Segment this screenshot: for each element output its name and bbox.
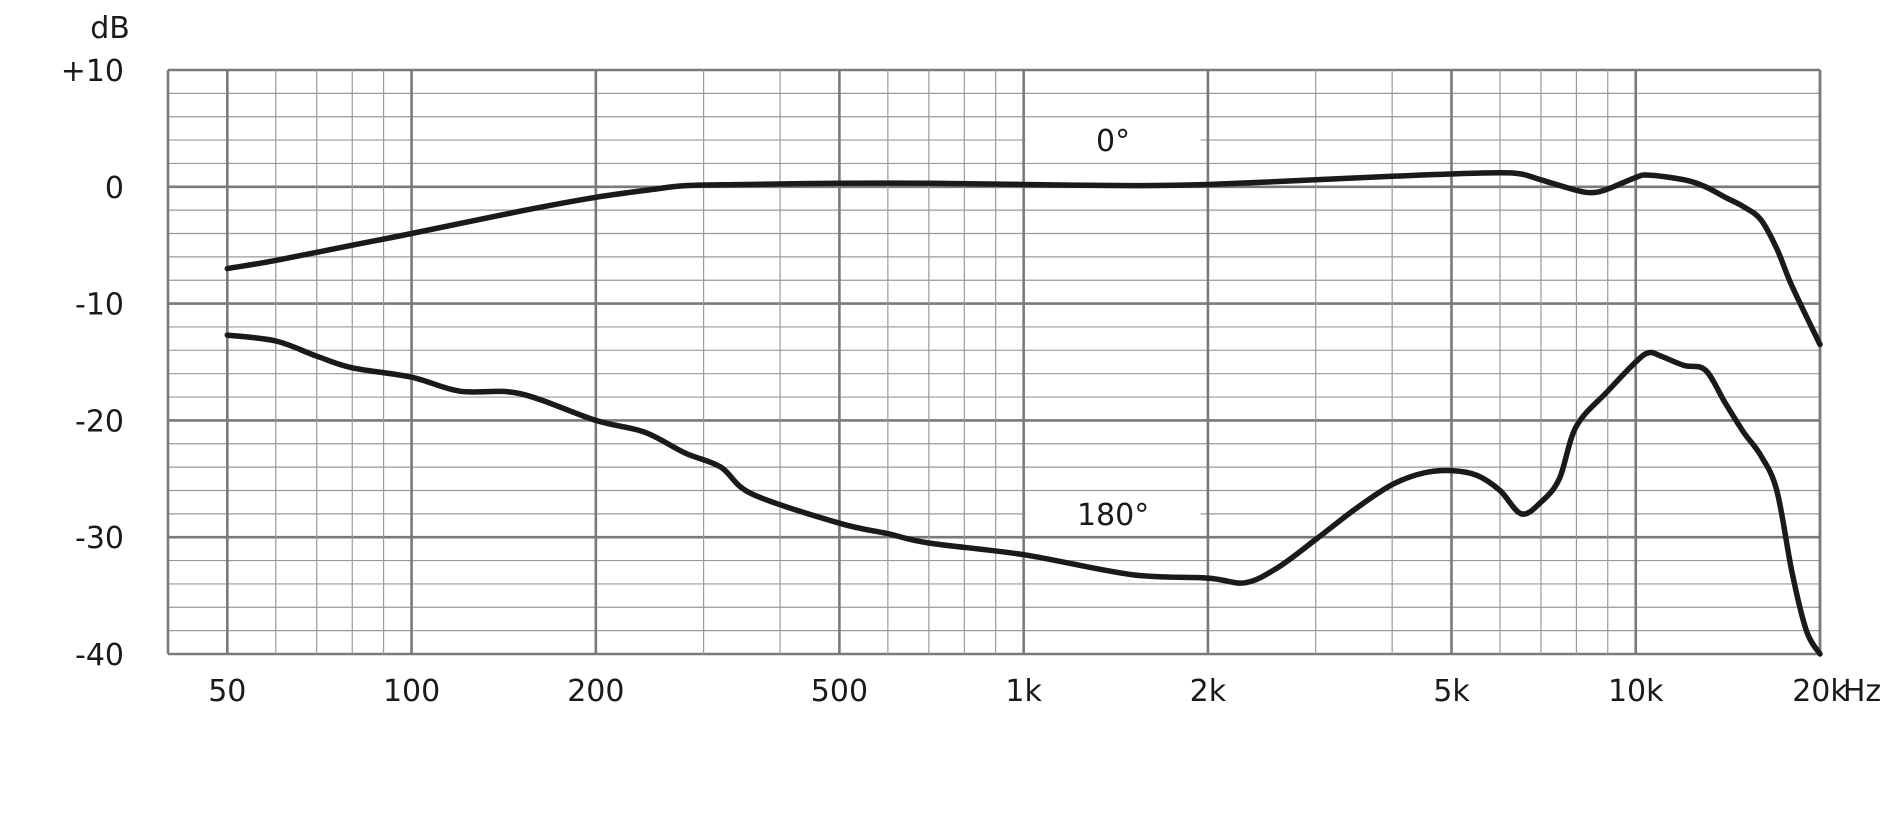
- y-tick-label: -30: [75, 521, 124, 556]
- series-label: 180°: [1077, 498, 1149, 533]
- series-line-180-deg: [224, 332, 1823, 657]
- x-tick-label: 1k: [1005, 674, 1042, 709]
- x-tick-label: 10k: [1608, 674, 1664, 709]
- y-tick-label: +10: [61, 54, 124, 89]
- x-tick-label: 20k: [1792, 674, 1848, 709]
- y-axis-unit-label: dB: [90, 11, 130, 46]
- x-axis-unit-label: Hz: [1843, 674, 1881, 709]
- series-label-background: [1025, 495, 1201, 532]
- curves: [224, 170, 1823, 657]
- y-tick-label: -40: [75, 638, 124, 673]
- y-tick-label: -20: [75, 404, 124, 439]
- y-tick-label: 0: [105, 171, 124, 206]
- grid: [166, 68, 1822, 656]
- y-tick-label: -10: [75, 288, 124, 323]
- series-line-0-deg: [224, 170, 1823, 348]
- series-label-background: [1025, 122, 1201, 159]
- x-tick-label: 2k: [1190, 674, 1227, 709]
- series-label: 0°: [1096, 124, 1130, 159]
- labels: +10 0 -10 -20 -30 -40 50 100 200 500 1k 2k 5k 10k 20k 0…: [61, 54, 1849, 709]
- x-tick-label: 500: [811, 674, 868, 709]
- x-tick-label: 200: [567, 674, 624, 709]
- x-tick-label: 5k: [1433, 674, 1470, 709]
- x-tick-label: 100: [383, 674, 440, 709]
- x-tick-label: 50: [208, 674, 246, 709]
